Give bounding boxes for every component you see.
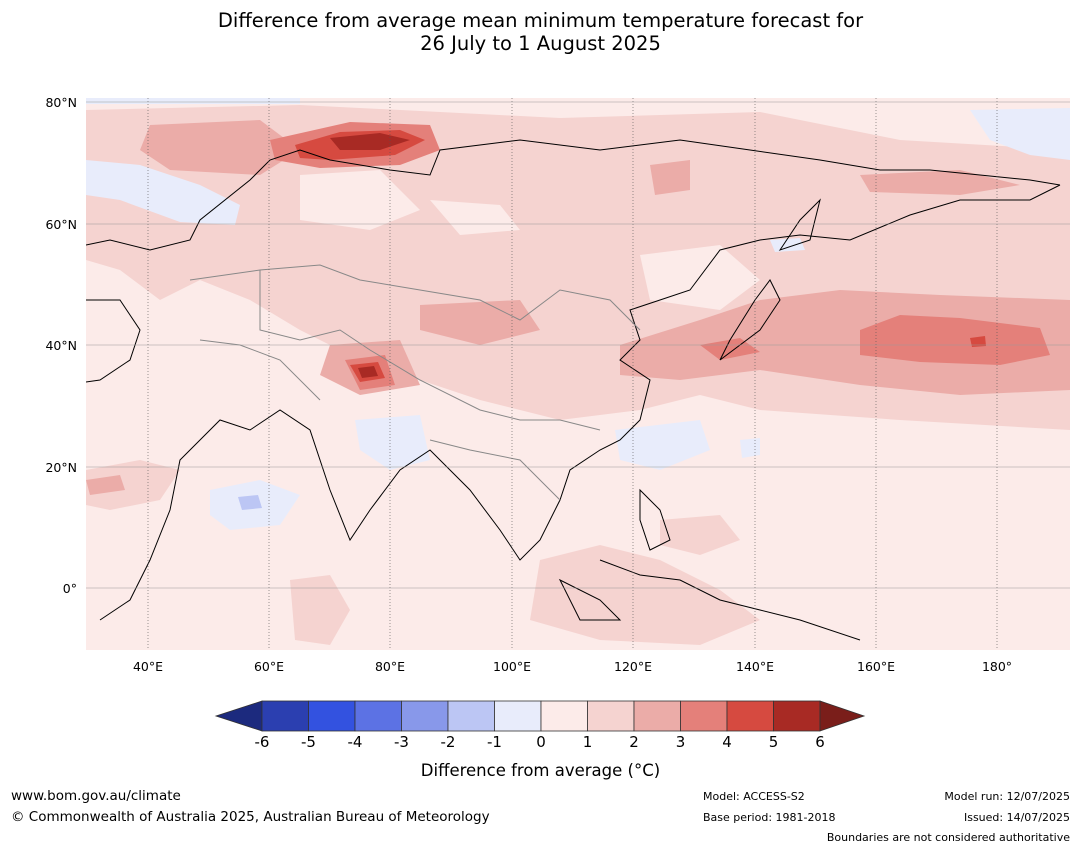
colorbar-tick-label: 6 (815, 733, 825, 751)
lon-label-100e: 100°E (492, 659, 532, 674)
lon-label-180: 180° (981, 659, 1013, 674)
lon-label-120e: 120°E (613, 659, 653, 674)
lat-label-40n: 40°N (45, 338, 77, 353)
colorbar-cell (354, 700, 402, 732)
lon-label-80e: 80°E (374, 659, 406, 674)
lat-label-20n: 20°N (45, 460, 77, 475)
colorbar-cell (401, 700, 449, 732)
disclaimer-text: Boundaries are not considered authoritat… (826, 831, 1070, 844)
colorbar-cell (447, 700, 495, 732)
lon-label-160e: 160°E (856, 659, 896, 674)
anomaly-neg2-1 (238, 495, 262, 510)
colorbar-cell (494, 700, 542, 732)
lat-label-80n: 80°N (45, 95, 77, 110)
map-area (86, 98, 1070, 650)
base-period-label: Base period: 1981-2018 (703, 811, 836, 824)
graticule-lat (86, 101, 1070, 589)
coastlines (86, 139, 1061, 641)
colorbar-tick-label: 3 (675, 733, 686, 751)
colorbar-tick-label: 4 (722, 733, 732, 751)
map-title-line1: Difference from average mean minimum tem… (217, 9, 864, 32)
colorbar-tick-label: -3 (394, 733, 409, 751)
lat-label-0: 0° (62, 581, 77, 596)
colorbar-tick-label: -4 (347, 733, 363, 751)
colorbar-cells (261, 700, 821, 732)
map-title-line2: 26 July to 1 August 2025 (420, 32, 661, 55)
anomaly-neg1-0 (86, 98, 1070, 530)
colorbar-tick-label: 2 (629, 733, 639, 751)
country-borders (189, 264, 641, 501)
colorbar-tick-label: -1 (487, 733, 502, 751)
copyright-text: © Commonwealth of Australia 2025, Austra… (11, 809, 490, 825)
lon-label-140e: 140°E (735, 659, 775, 674)
graticule-lon (147, 98, 998, 650)
lon-label-60e: 60°E (253, 659, 285, 674)
lat-label-60n: 60°N (45, 217, 77, 232)
colorbar-title: Difference from average (°C) (420, 761, 661, 780)
colorbar-cell (308, 700, 356, 732)
website-link[interactable]: www.bom.gov.au/climate (11, 788, 181, 804)
colorbar-tick-label: 0 (536, 733, 546, 751)
issued-label: Issued: 14/07/2025 (963, 811, 1070, 824)
colorbar-cell (680, 700, 728, 732)
colorbar-tick-label: -5 (301, 733, 316, 751)
colorbar-low-extend (214, 700, 263, 732)
colorbar-tick-label: 1 (582, 733, 593, 751)
colorbar-tick-label: -2 (440, 733, 456, 751)
colorbar-high-extend (819, 700, 866, 732)
colorbar-cell (587, 700, 635, 732)
lon-label-40e: 40°E (132, 659, 164, 674)
colorbar-tick-label: -6 (254, 733, 270, 751)
colorbar-cell (633, 700, 681, 732)
colorbar-cell (773, 700, 821, 732)
colorbar (214, 700, 866, 732)
model-run-label: Model run: 12/07/2025 (944, 790, 1070, 803)
model-label: Model: ACCESS-S2 (703, 790, 805, 803)
colorbar-cell (261, 700, 309, 732)
colorbar-cell (540, 700, 588, 732)
colorbar-cell (726, 700, 774, 732)
colorbar-tick-label: 5 (768, 733, 779, 751)
anomaly-2-3 (86, 120, 1070, 495)
